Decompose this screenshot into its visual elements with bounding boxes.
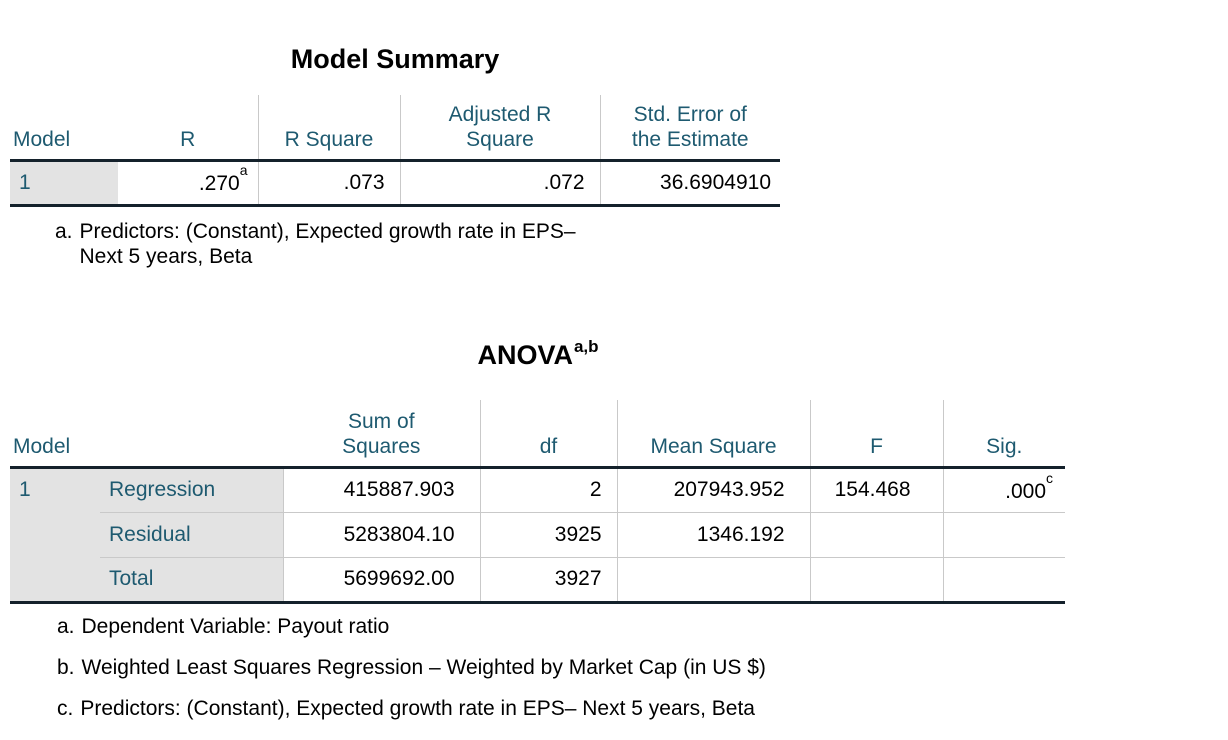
footnote-letter: c. xyxy=(57,697,74,720)
f-cell xyxy=(809,556,944,604)
f-cell: 154.468 xyxy=(809,467,944,512)
r-square-value-cell: .073 xyxy=(257,160,400,207)
anova-row-residual: Residual 5283804.10 3925 1346.192 xyxy=(10,511,1066,557)
r-value: .270 xyxy=(198,172,240,195)
anova-footnote-a: a. Dependent Variable: Payout ratio xyxy=(57,614,766,639)
footnote-text: Weighted Least Squares Regression – Weig… xyxy=(81,656,766,679)
mean-square-cell xyxy=(616,556,811,604)
column-header-r: R xyxy=(118,95,258,162)
model-summary-table[interactable]: Model R R Square Adjusted R Square Std. … xyxy=(10,95,780,207)
column-header-adjusted-r-square: Adjusted R Square xyxy=(399,95,600,162)
footnote-text: Dependent Variable: Payout ratio xyxy=(81,615,390,638)
model-summary-data-row: 1 .270a .073 .072 36.6904910 xyxy=(10,160,780,207)
footnote-marker-c: c xyxy=(1046,469,1054,486)
sig-cell xyxy=(942,556,1066,604)
model-summary-title: Model Summary xyxy=(290,44,500,74)
anova-footnote-c: c. Predictors: (Constant), Expected grow… xyxy=(57,696,766,721)
row-label-residual: Residual xyxy=(100,511,284,557)
column-header-sig: Sig. xyxy=(942,400,1066,469)
footnote-text: Predictors: (Constant), Expected growth … xyxy=(79,220,576,268)
footnote-text: Predictors: (Constant), Expected growth … xyxy=(80,697,755,720)
sum-of-squares-cell: 5699692.00 xyxy=(282,556,481,604)
adjusted-r-square-value-cell: .072 xyxy=(399,160,600,207)
column-header-f: F xyxy=(809,400,944,469)
model-summary-header-row: Model R R Square Adjusted R Square Std. … xyxy=(10,95,780,162)
sig-value: .000 xyxy=(1005,479,1047,503)
sum-of-squares-cell: 415887.903 xyxy=(282,467,481,512)
footnote-marker-a: a xyxy=(239,162,248,178)
column-header-r-square: R Square xyxy=(257,95,400,162)
column-header-mean-square: Mean Square xyxy=(616,400,811,469)
anova-row-total: Total 5699692.00 3927 xyxy=(10,556,1066,604)
model-summary-footnote-a: a. Predictors: (Constant), Expected grow… xyxy=(55,219,576,269)
mean-square-cell: 1346.192 xyxy=(616,511,811,557)
row-label-regression: Regression xyxy=(100,467,284,512)
row-label-total: Total xyxy=(100,556,284,604)
column-header-model: Model xyxy=(10,400,284,469)
r-value-cell: .270a xyxy=(118,160,258,207)
anova-header-row: Model Sum of Squares df Mean Square F Si… xyxy=(10,400,1066,469)
column-header-df: df xyxy=(479,400,618,469)
footnote-letter: b. xyxy=(57,656,75,679)
footnote-letter: a. xyxy=(55,220,73,243)
model-number-cell: 1 xyxy=(10,160,118,207)
std-error-value-cell: 36.6904910 xyxy=(599,160,780,207)
footnote-letter: a. xyxy=(57,615,75,638)
column-header-model: Model xyxy=(10,95,118,162)
anova-footnote-b: b. Weighted Least Squares Regression – W… xyxy=(57,655,766,680)
sig-cell xyxy=(942,511,1066,557)
model-number-cell: 1 xyxy=(10,467,100,604)
anova-title-footnote-markers: a,b xyxy=(573,337,599,356)
anova-footnotes: a. Dependent Variable: Payout ratio b. W… xyxy=(57,614,766,737)
df-cell: 3927 xyxy=(479,556,618,604)
sig-cell: .000c xyxy=(942,467,1066,512)
anova-title: ANOVAa,b xyxy=(477,337,599,370)
f-cell xyxy=(809,511,944,557)
df-cell: 2 xyxy=(479,467,618,512)
df-cell: 3925 xyxy=(479,511,618,557)
mean-square-cell: 207943.952 xyxy=(616,467,811,512)
sum-of-squares-cell: 5283804.10 xyxy=(282,511,481,557)
column-header-sum-of-squares: Sum of Squares xyxy=(283,400,481,469)
column-header-std-error: Std. Error of the Estimate xyxy=(599,95,780,162)
anova-row-regression: 1 Regression 415887.903 2 207943.952 154… xyxy=(10,467,1066,604)
anova-table[interactable]: Model Sum of Squares df Mean Square F Si… xyxy=(10,400,1066,604)
